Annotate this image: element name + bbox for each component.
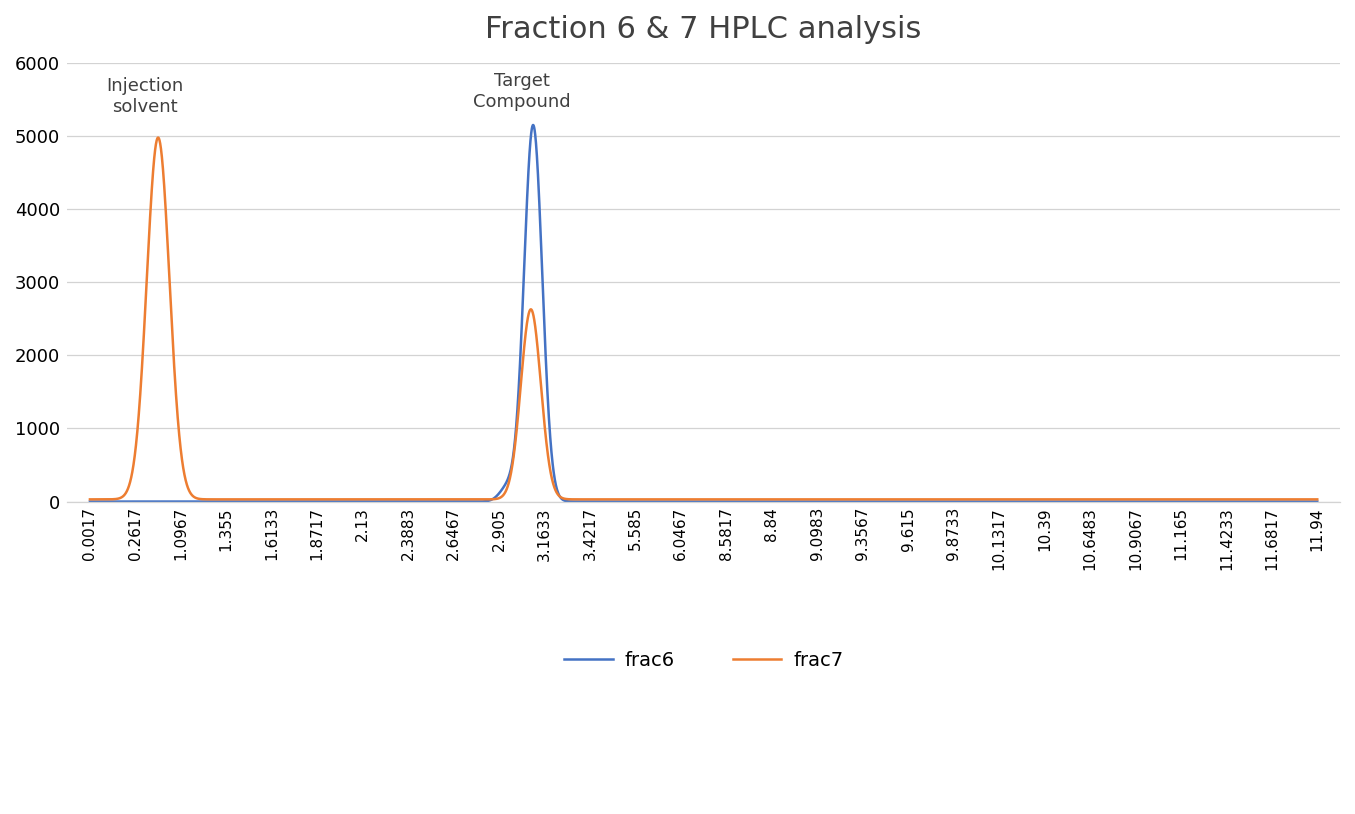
frac7 — [81, 494, 98, 504]
Line: frac7: frac7 — [89, 138, 1317, 499]
frac7 — [527, 317, 543, 327]
frac6 — [144, 497, 160, 506]
frac7 — [150, 133, 167, 142]
frac7 — [255, 494, 271, 504]
frac6 — [526, 124, 542, 133]
frac7 — [862, 494, 878, 504]
frac6 — [992, 497, 1008, 506]
frac6 — [524, 120, 541, 130]
frac7 — [1309, 494, 1325, 504]
frac7 — [144, 187, 160, 197]
frac7 — [1057, 494, 1073, 504]
Line: frac6: frac6 — [89, 125, 1317, 501]
frac6 — [1309, 497, 1325, 506]
frac6 — [808, 497, 824, 506]
Title: Fraction 6 & 7 HPLC analysis: Fraction 6 & 7 HPLC analysis — [485, 15, 921, 44]
frac7 — [992, 494, 1008, 504]
Text: Injection
solvent: Injection solvent — [106, 77, 183, 116]
frac6 — [1057, 497, 1073, 506]
frac6 — [862, 497, 878, 506]
frac6 — [81, 497, 98, 506]
frac7 — [809, 494, 825, 504]
Text: Target
Compound: Target Compound — [473, 72, 570, 111]
Legend: frac6, frac7: frac6, frac7 — [557, 643, 851, 677]
